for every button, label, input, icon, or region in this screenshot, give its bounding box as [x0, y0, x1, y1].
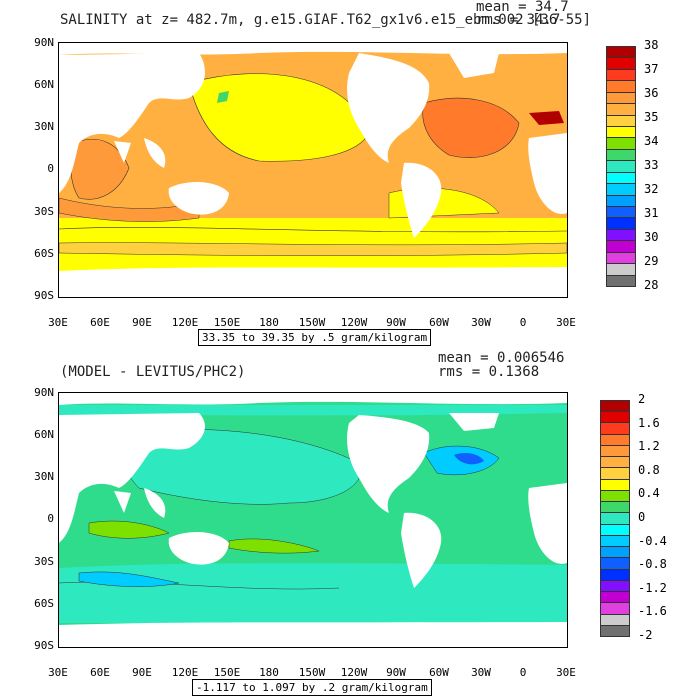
- x-tick: 30W: [471, 666, 491, 679]
- x-tick: 30W: [471, 316, 491, 329]
- x-tick: 150E: [213, 666, 241, 679]
- x-tick: 150E: [213, 316, 241, 329]
- difference-panel: (MODEL - LEVITUS/PHC2) mean = 0.006546 r…: [0, 350, 700, 700]
- colorbar-label: 0.4: [638, 486, 660, 501]
- y-tick: 90S: [34, 639, 54, 652]
- y-tick: 30S: [34, 555, 54, 568]
- colorbar-label: 1.6: [638, 415, 660, 430]
- y-tick: 30N: [34, 120, 54, 133]
- colorbar-label: 37: [644, 62, 659, 76]
- colorbar: 38 37 36 35 34 33 32 31 30 29 28: [606, 38, 686, 292]
- x-tick: 150W: [298, 666, 326, 679]
- x-tick: 60E: [90, 666, 110, 679]
- mean-value: mean = 0.006546: [438, 350, 565, 366]
- x-tick: 30E: [556, 316, 576, 329]
- y-tick: 30S: [34, 205, 54, 218]
- colorbar-label: -0.4: [638, 533, 667, 548]
- colorbar-label: 29: [644, 254, 659, 268]
- x-tick: 0: [519, 666, 527, 679]
- colorbar-label: 34: [644, 134, 659, 148]
- contour-caption: 33.35 to 39.35 by .5 gram/kilogram: [198, 329, 432, 346]
- salinity-panel: SALINITY at z= 482.7m, g.e15.GIAF.T62_gx…: [34, 0, 686, 346]
- colorbar-label: 2: [638, 392, 646, 406]
- rms-value: rms = 34.7: [476, 12, 561, 28]
- colorbar-label: 32: [644, 182, 659, 196]
- y-tick: 90N: [34, 386, 54, 399]
- colorbar-swatch: [606, 274, 636, 287]
- x-tick: 180: [259, 316, 279, 329]
- y-tick: 60S: [34, 247, 54, 260]
- colorbar-label: 1.2: [638, 439, 660, 454]
- x-tick: 90W: [386, 666, 406, 679]
- y-tick: 0: [47, 512, 54, 525]
- panel-title: SALINITY at z= 482.7m, g.e15.GIAF.T62_gx…: [60, 12, 592, 28]
- y-tick: 60N: [34, 428, 54, 441]
- y-tick: 30N: [34, 470, 54, 483]
- x-tick: 180: [259, 666, 279, 679]
- colorbar-label: 36: [644, 86, 659, 100]
- difference-map: [58, 392, 568, 648]
- rms-value: rms = 0.1368: [438, 364, 540, 380]
- colorbar: 2 1.6 1.2 0.8 0.4 0 -0.4 -0.8 -1.2 -1.6 -2: [600, 392, 690, 642]
- x-tick: 30E: [48, 666, 68, 679]
- x-tick: 0: [519, 316, 527, 329]
- x-tick: 120E: [171, 316, 199, 329]
- colorbar-label: 0: [638, 510, 646, 524]
- colorbar-label: 30: [644, 230, 659, 244]
- colorbar-label: -1.2: [638, 580, 667, 595]
- contour-caption: -1.117 to 1.097 by .2 gram/kilogram: [192, 679, 432, 696]
- colorbar-label: 35: [644, 110, 659, 124]
- x-tick: 90W: [386, 316, 406, 329]
- panel-title: (MODEL - LEVITUS/PHC2): [60, 364, 246, 380]
- x-tick: 120W: [340, 316, 368, 329]
- y-tick: 90S: [34, 289, 54, 302]
- x-tick: 90E: [132, 316, 152, 329]
- x-tick: 30E: [556, 666, 576, 679]
- x-tick: 60W: [429, 316, 449, 329]
- y-tick: 60N: [34, 78, 54, 91]
- x-tick: 60E: [90, 316, 110, 329]
- y-tick: 0: [47, 162, 54, 175]
- x-tick: 120E: [171, 666, 199, 679]
- colorbar-label: 31: [644, 206, 659, 220]
- colorbar-label: -1.6: [638, 604, 667, 619]
- x-tick: 60W: [429, 666, 449, 679]
- salinity-map: [58, 42, 568, 298]
- y-tick: 60S: [34, 597, 54, 610]
- y-tick: 90N: [34, 36, 54, 49]
- x-tick: 120W: [340, 666, 368, 679]
- x-tick: 150W: [298, 316, 326, 329]
- x-tick: 90E: [132, 666, 152, 679]
- x-tick: 30E: [48, 316, 68, 329]
- colorbar-label: -0.8: [638, 557, 667, 572]
- colorbar-label: 0.8: [638, 462, 660, 477]
- colorbar-label: 38: [644, 38, 659, 52]
- colorbar-label: 28: [644, 278, 659, 292]
- colorbar-label: -2: [638, 628, 653, 642]
- colorbar-label: 33: [644, 158, 659, 172]
- mean-value: mean = 34.7: [476, 0, 569, 15]
- colorbar-swatch: [600, 624, 630, 637]
